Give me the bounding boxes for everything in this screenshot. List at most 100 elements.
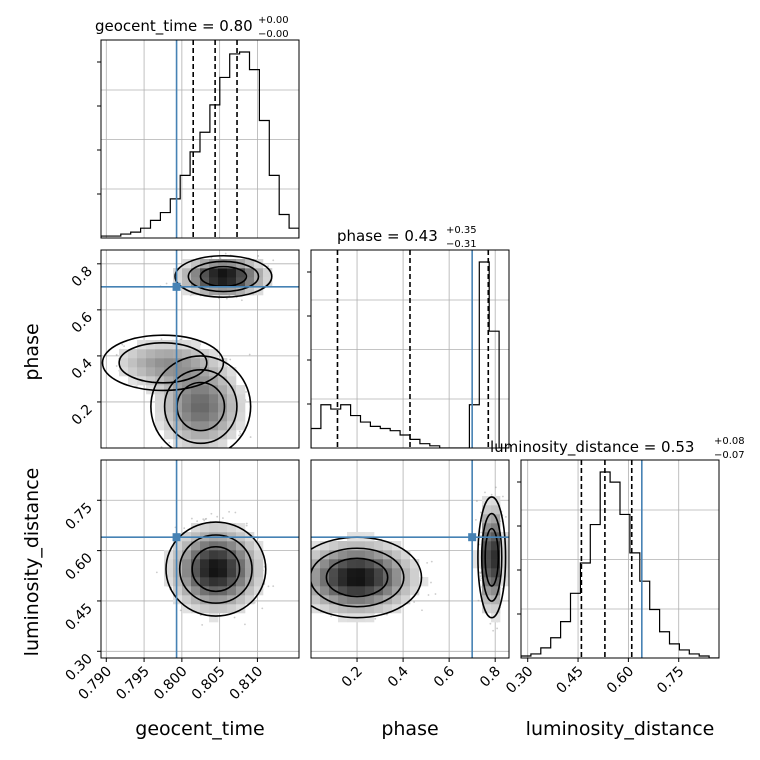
sample-point [194,449,196,451]
density-cell [218,403,228,413]
y-tick-label: 0.6 [69,309,96,336]
density-cell [482,550,492,560]
sample-point [479,575,482,578]
density-cell [329,568,339,578]
density-cell [491,514,501,524]
density-cell [182,277,192,287]
y-tick-label: 0.8 [69,263,96,290]
density-cell [155,376,165,386]
x-tick-label: 0.60 [604,664,637,697]
density-cell [209,439,219,448]
density-cell [209,394,219,404]
diag-panel-geocent_time [101,40,299,238]
density-cell [155,358,165,368]
density-cell [227,412,237,422]
sample-point [224,252,227,255]
density-cell [347,604,357,614]
density-cell [227,259,237,269]
sample-point [179,609,182,612]
sample-point [494,486,497,489]
panel-frame [100,459,300,659]
sample-point [190,517,193,520]
density-cell [191,367,201,377]
density-cell [338,604,348,614]
density-cell [218,523,228,533]
density-cell [164,403,174,413]
density-cell [392,577,402,587]
density-cell [191,385,201,395]
density-cell [383,559,393,569]
density-cell [191,568,201,578]
density-cell [254,577,264,587]
density-cell [410,568,420,578]
density-cell [356,541,366,551]
density-cell [218,376,228,386]
density-cell [374,595,384,605]
density-cell [173,421,183,431]
density-cell [227,376,237,386]
density-cell [173,439,183,448]
sample-point [222,517,224,519]
y-tick-label: 0.45 [62,600,95,633]
density-cell [155,394,165,404]
sample-point [210,450,212,452]
density-cell [218,604,228,614]
sample-point [430,581,432,584]
density-cell [173,568,183,578]
panel-frame [100,249,300,449]
sample-point [308,562,310,564]
density-cell [200,541,210,551]
density-cell [173,550,183,560]
density-cell [209,550,219,560]
density-cell [200,367,210,377]
density-cell [209,412,219,422]
density-cell [137,358,147,368]
density-cell [245,268,255,278]
panel-frame [520,459,720,659]
sample-point [203,519,206,522]
density-cell [191,340,201,350]
sample-point [478,543,481,546]
density-cell [191,412,201,422]
diag-panel-luminosity_distance [521,460,719,658]
density-cell [173,586,183,596]
density-cell [320,577,330,587]
density-cell [236,277,246,287]
contour-line [311,547,405,608]
density-cell [209,523,219,533]
density-cell [320,604,330,614]
sample-point [238,434,240,437]
contour-line [163,369,238,445]
sample-point [240,299,243,302]
density-cell [365,559,375,569]
sample-point [238,430,241,433]
density-cell [365,541,375,551]
density-cell [191,421,201,431]
density-cell [236,595,246,605]
sample-point [245,391,247,393]
density-cell [218,595,228,605]
sample-point [201,624,204,626]
density-cell [347,568,357,578]
density-cell [191,586,201,596]
contour-line [118,341,208,384]
density-cell [209,559,219,569]
density-cell [365,604,375,614]
sample-point [245,524,248,527]
density-cell [329,595,339,605]
density-cell [410,586,420,596]
sample-point [228,510,230,513]
density-cell [191,541,201,551]
density-cell [200,349,210,359]
density-cell [347,577,357,587]
density-cell [200,577,210,587]
density-cell [320,550,330,560]
density-cell [209,613,219,623]
density-cell [236,550,246,560]
density-cell [227,385,237,395]
density-cell [182,595,192,605]
density-cell [236,586,246,596]
density-cell [482,604,492,614]
density-cell [245,277,255,287]
